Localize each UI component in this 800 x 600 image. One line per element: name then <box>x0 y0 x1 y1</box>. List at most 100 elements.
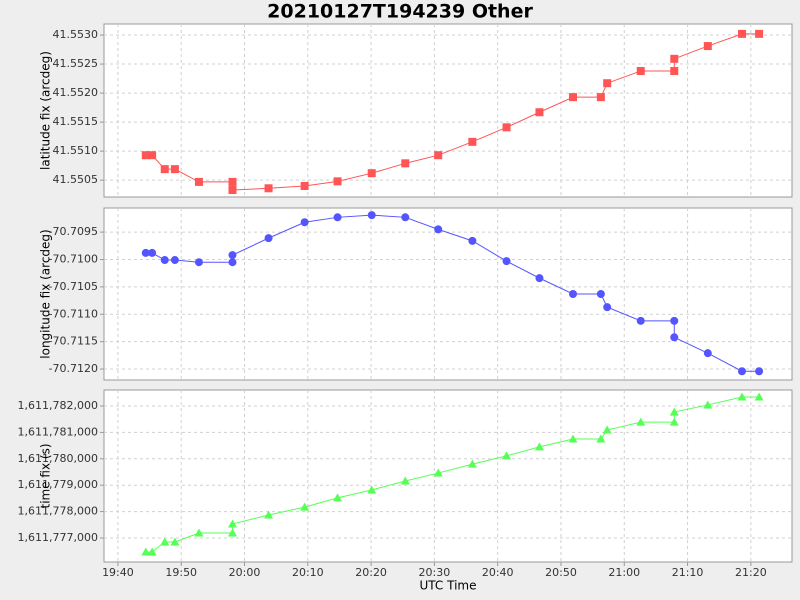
marker <box>467 459 477 468</box>
marker <box>300 502 310 511</box>
x-tick-label: 21:00 <box>608 566 640 579</box>
marker <box>670 333 679 342</box>
marker <box>670 67 679 76</box>
y-tick-label: 1,611,782,000 <box>18 399 98 412</box>
marker <box>568 434 578 443</box>
y-tick-label: -70.7095 <box>49 225 98 238</box>
marker <box>148 151 157 160</box>
y-tick-label: -70.7105 <box>49 280 98 293</box>
marker <box>401 159 410 168</box>
y-tick-label: 41.5530 <box>53 28 99 41</box>
x-tick-label: 20:20 <box>355 566 387 579</box>
marker <box>534 442 544 451</box>
marker <box>502 257 511 266</box>
marker <box>170 165 179 174</box>
y-tick-label: 41.5520 <box>53 86 99 99</box>
marker <box>468 236 477 245</box>
y-axis-label: latitude fix (arcdeg) <box>39 51 53 170</box>
marker <box>333 213 342 222</box>
marker <box>264 510 274 519</box>
y-tick-label: 1,611,779,000 <box>18 478 98 491</box>
marker <box>194 177 203 186</box>
marker <box>367 211 376 220</box>
marker <box>737 367 746 376</box>
marker <box>755 29 764 38</box>
plot-area <box>103 23 793 198</box>
marker <box>228 251 237 260</box>
x-tick-label: 20:30 <box>419 566 451 579</box>
marker <box>636 316 645 325</box>
marker <box>669 407 679 416</box>
marker <box>333 177 342 186</box>
marker <box>147 547 157 556</box>
marker <box>669 417 679 426</box>
marker <box>264 184 273 193</box>
x-tick-label: 19:40 <box>102 566 134 579</box>
marker <box>535 274 544 283</box>
marker <box>141 151 150 160</box>
marker <box>602 425 612 434</box>
y-tick-label: 1,611,781,000 <box>18 425 98 438</box>
marker <box>703 42 712 51</box>
marker <box>703 349 712 358</box>
y-tick-label: 1,611,777,000 <box>18 531 98 544</box>
y-tick-label: -70.7110 <box>49 307 98 320</box>
marker <box>141 248 150 257</box>
marker <box>194 528 204 537</box>
marker <box>434 225 443 234</box>
marker <box>160 256 169 265</box>
plot-area <box>103 207 793 381</box>
marker <box>264 234 273 243</box>
x-tick-label: 19:50 <box>165 566 197 579</box>
y-axis-label: longitude fix (arcdeg) <box>39 229 53 358</box>
marker <box>737 29 746 38</box>
marker <box>603 79 612 88</box>
marker <box>228 258 237 267</box>
marker <box>194 258 203 267</box>
marker <box>502 123 511 132</box>
marker <box>596 93 605 102</box>
y-tick-label: 41.5510 <box>53 144 99 157</box>
marker <box>401 213 410 222</box>
plot-area <box>103 389 793 563</box>
marker <box>300 181 309 190</box>
marker <box>160 537 170 546</box>
marker <box>596 290 605 298</box>
marker <box>755 367 764 376</box>
marker <box>670 54 679 63</box>
y-tick-label: 41.5505 <box>53 173 99 186</box>
marker <box>434 151 443 160</box>
y-tick-label: -70.7100 <box>49 252 98 265</box>
marker <box>703 400 713 409</box>
x-tick-label: 21:10 <box>672 566 704 579</box>
marker <box>170 256 179 265</box>
x-axis-label: UTC Time <box>420 579 477 593</box>
x-tick-label: 21:20 <box>735 566 767 579</box>
x-tick-label: 20:40 <box>482 566 514 579</box>
y-tick-label: -70.7115 <box>49 335 98 348</box>
y-tick-label: 1,611,778,000 <box>18 505 98 518</box>
marker <box>400 476 410 485</box>
marker <box>670 316 679 325</box>
marker <box>141 547 151 556</box>
marker <box>569 290 578 298</box>
y-axis-label: time fix (s) <box>39 443 53 508</box>
marker <box>502 451 512 460</box>
x-tick-label: 20:00 <box>229 566 261 579</box>
marker <box>227 528 237 537</box>
marker <box>367 169 376 178</box>
y-tick-label: -70.7120 <box>49 362 98 375</box>
marker <box>433 468 443 477</box>
marker <box>170 537 180 546</box>
marker <box>569 93 578 102</box>
marker <box>160 165 169 174</box>
marker <box>148 248 157 257</box>
chart-title: 20210127T194239 Other <box>267 1 533 23</box>
marker <box>468 137 477 146</box>
x-tick-label: 20:10 <box>292 566 324 579</box>
marker <box>535 108 544 117</box>
marker <box>333 493 343 502</box>
marker <box>603 303 612 312</box>
y-tick-label: 41.5515 <box>53 115 99 128</box>
